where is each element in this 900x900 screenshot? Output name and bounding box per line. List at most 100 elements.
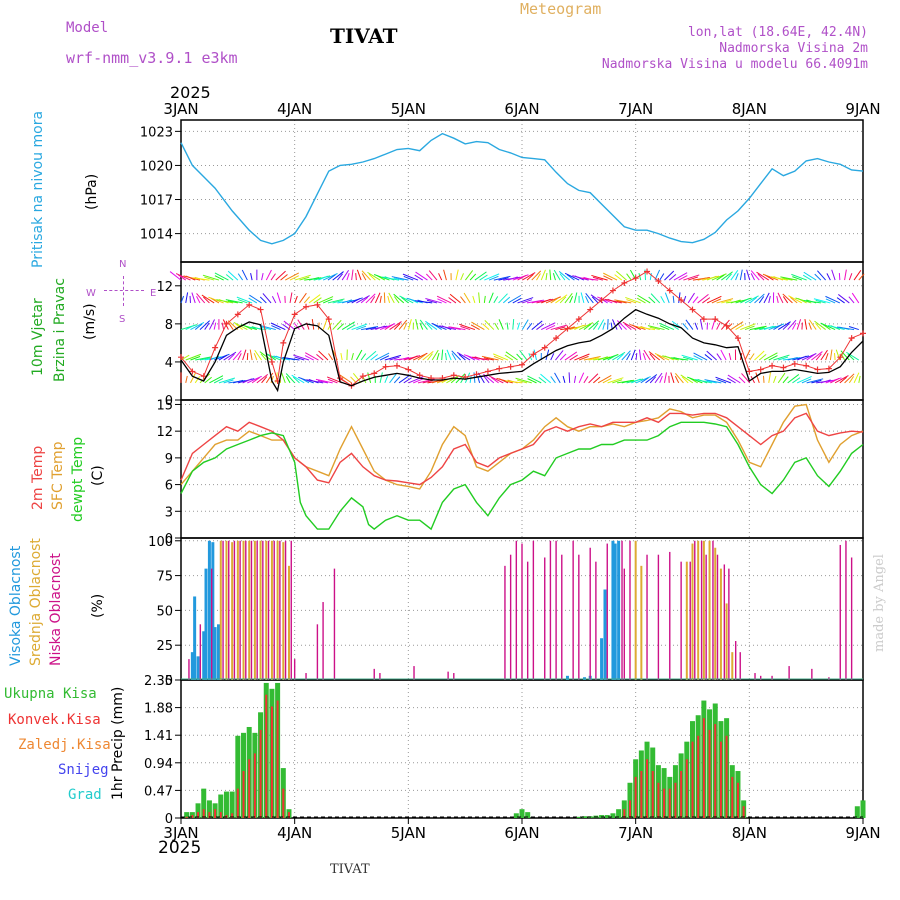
wind-arrow <box>403 275 414 281</box>
wind-arrow <box>265 269 272 281</box>
wind-arrow <box>694 379 712 384</box>
wind-arrow <box>702 297 711 304</box>
precip-convective-bar <box>674 782 677 818</box>
wind-arrow <box>484 273 500 281</box>
precip-total-bar <box>610 813 616 818</box>
wind-arrow <box>796 375 812 384</box>
wind-arrow <box>738 376 746 384</box>
wind-arrow <box>583 376 589 384</box>
wind-arrow <box>670 372 675 384</box>
y-tick-label: 0 <box>165 674 173 689</box>
wind-arrow <box>778 356 789 361</box>
wind-arrow <box>253 353 258 361</box>
precip-total-bar <box>206 800 212 818</box>
wind-arrow <box>559 353 567 361</box>
wind-arrow <box>339 374 352 384</box>
cloud-low-bar <box>589 547 591 680</box>
cloud-low-bar <box>521 543 523 680</box>
cloud-low-bar <box>239 540 241 680</box>
wind-arrow <box>259 351 272 361</box>
wind-arrow <box>552 273 556 281</box>
wind-arrow <box>744 325 755 331</box>
cloud-low-bar <box>290 540 292 680</box>
y-tick-label: 8 <box>165 318 173 333</box>
wind-arrow <box>583 323 592 330</box>
cloud-mid-bar <box>714 547 717 680</box>
wind-arrow <box>837 326 855 331</box>
wind-arrow <box>744 295 759 304</box>
wind-arrow <box>527 378 537 384</box>
cloud-low-bar <box>716 554 719 680</box>
wind-arrow <box>327 378 338 384</box>
wind-arrow <box>730 299 741 304</box>
y-tick-label: 1023 <box>140 125 173 140</box>
wind-arrow <box>493 275 511 281</box>
wind-arrow <box>340 352 343 361</box>
wind-arrow <box>448 326 466 331</box>
wind-arrow <box>763 325 774 331</box>
wind-arrow <box>604 298 622 304</box>
wind-arrow <box>558 271 570 281</box>
y-tick-label: 0 <box>165 812 173 827</box>
wind-arrow <box>283 320 296 330</box>
wind-arrow <box>401 297 409 304</box>
wind-arrow <box>237 353 242 361</box>
cloud-mid-bar <box>634 540 637 680</box>
wind-arrow <box>735 273 739 281</box>
wind-arrow <box>408 355 418 361</box>
wind-arrow <box>612 351 626 361</box>
precip-convective-bar <box>719 741 722 818</box>
wind-arrow <box>403 322 408 330</box>
wind-arrow <box>649 326 660 331</box>
wind-arrow <box>414 274 423 281</box>
wind-arrow <box>375 325 385 331</box>
cloud-low-bar <box>322 602 324 680</box>
cloud-low-bar <box>532 540 535 680</box>
cloud-low-bar <box>210 568 213 680</box>
wind-arrow <box>202 296 210 304</box>
wind-arrow <box>621 379 632 384</box>
wind-arrow <box>536 273 541 281</box>
wind-arrow <box>550 324 568 331</box>
cloud-high-bar <box>600 638 604 680</box>
wind-arrow <box>472 356 490 361</box>
wind-arrow <box>597 356 608 361</box>
y-tick-label: 12 <box>156 425 173 440</box>
precip-total-bar <box>854 806 860 818</box>
wind-arrow <box>398 356 410 361</box>
wind-arrow <box>199 320 211 330</box>
cloud-low-bar <box>680 561 682 680</box>
wind-arrow <box>624 323 632 330</box>
wind-arrow <box>607 377 624 384</box>
wind-arrow <box>261 273 264 281</box>
wind-arrow <box>425 273 433 281</box>
cloud-high-bar <box>611 540 615 680</box>
wind-arrow <box>750 273 755 281</box>
wind-arrow <box>484 320 495 330</box>
wind-arrow <box>221 322 225 330</box>
wind-arrow <box>265 353 281 361</box>
model-name: wrf-nmm_v3.9.1 e3km <box>66 49 238 67</box>
wind-arrow <box>648 351 661 361</box>
precip-convective-bar <box>680 771 683 818</box>
wind-arrow <box>773 375 777 384</box>
wind-arrow <box>820 379 831 384</box>
precip-convective-bar <box>651 771 654 818</box>
wind-arrow <box>526 322 533 330</box>
wind-arrow <box>463 354 480 361</box>
cloud-low-bar <box>379 673 381 680</box>
cloud-low-bar <box>447 671 449 680</box>
wind-arrow <box>566 274 575 281</box>
cloud-high-bar <box>204 568 208 680</box>
wind-arrow <box>531 300 542 304</box>
cloud-low-bar <box>199 624 202 680</box>
wind-arrow <box>654 352 670 361</box>
wind-arrow <box>814 273 822 281</box>
y-tick-label: 9 <box>165 452 173 467</box>
cloud-low-bar <box>256 540 258 680</box>
wind-arrow <box>367 271 381 281</box>
wind-arrow <box>687 376 703 384</box>
legend-snow: Snijeg <box>58 762 109 778</box>
wind-arrow <box>439 325 457 331</box>
wind-arrow <box>656 354 665 361</box>
